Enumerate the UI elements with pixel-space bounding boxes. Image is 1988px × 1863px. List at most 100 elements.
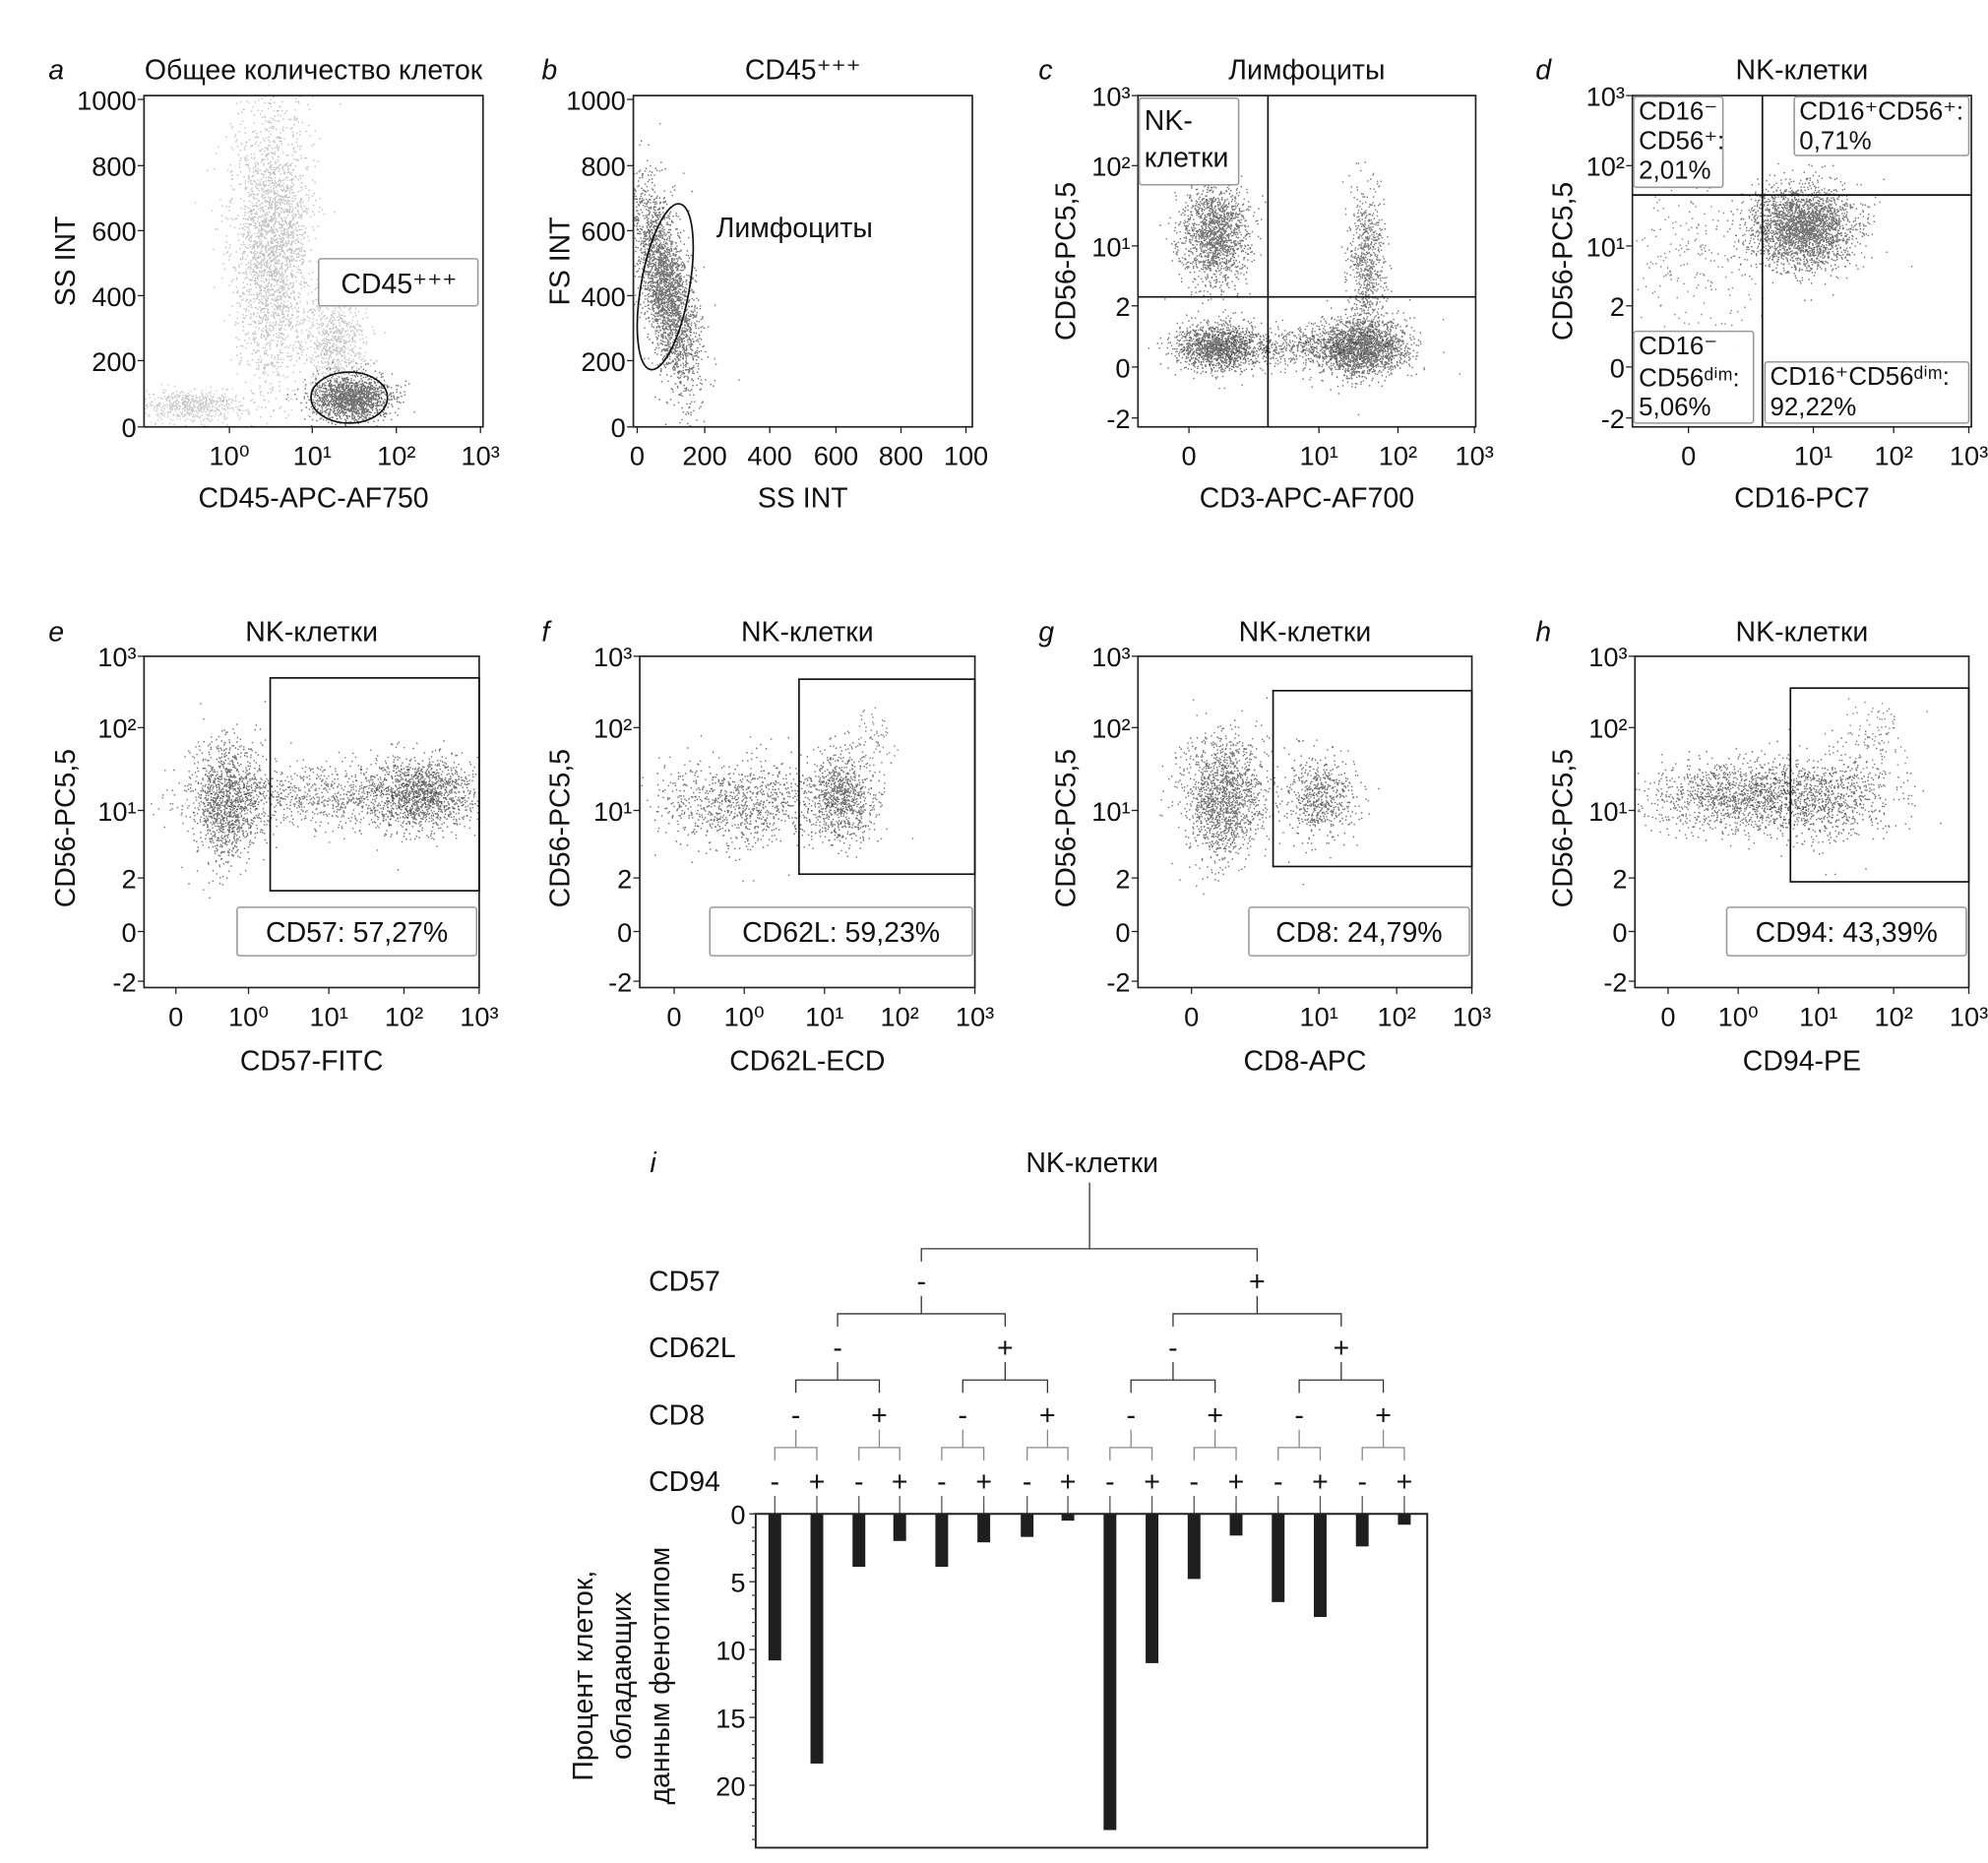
gate-label-box <box>1138 96 1240 186</box>
x-axis-label: SS INT <box>758 482 848 514</box>
x-tick-label: 10⁰ <box>724 1001 765 1031</box>
gate-percent-label: CD62L: 59,23% <box>742 917 940 949</box>
cell-event-cluster <box>633 122 740 427</box>
y-tick-label: 10² <box>593 714 632 744</box>
cell-event-cluster <box>794 730 914 858</box>
tree-branch <box>795 1362 881 1394</box>
tree-sign: - <box>1357 1466 1366 1498</box>
x-tick-label: 10⁰ <box>210 441 250 471</box>
quadrant-label-box <box>1633 330 1755 424</box>
tree-sign: + <box>975 1466 992 1498</box>
tree-sign: + <box>809 1466 826 1498</box>
y-tick-label: 10² <box>97 714 136 744</box>
x-axis-label: CD57-FITC <box>240 1046 384 1078</box>
y-axis-label: обладающих <box>606 1591 638 1760</box>
bar-CD57-CD62L-CD8-CD94+ <box>810 1514 824 1764</box>
tree-sign: - <box>1126 1400 1135 1432</box>
x-tick-label: 0 <box>1184 1001 1199 1031</box>
gate-label: CD45⁺⁺⁺ <box>341 269 457 300</box>
quadrant-label: CD16⁺CD56⁺: <box>1799 98 1963 126</box>
y-axis-label: SS INT <box>50 217 82 307</box>
tree-sign: - <box>771 1466 779 1498</box>
bar-CD57-CD62L+CD8+CD94- <box>1021 1514 1034 1537</box>
y-tick-label: 10³ <box>97 642 136 672</box>
cell-event-cluster <box>1265 739 1380 886</box>
y-tick-label: 200 <box>92 346 136 377</box>
y-tick-label: 200 <box>581 346 625 377</box>
x-axis-label: CD94-PE <box>1743 1046 1861 1078</box>
tree-branch <box>1193 1429 1237 1460</box>
y-tick-label: 600 <box>581 217 625 247</box>
tree-branch <box>858 1429 901 1460</box>
cell-event-cluster <box>1338 161 1393 416</box>
y-axis-label: данным фенотипом <box>645 1547 676 1805</box>
cell-event-cluster <box>145 384 263 427</box>
panel-letter: a <box>48 54 64 86</box>
tree-marker-label: CD57 <box>649 1267 720 1298</box>
tree-branch <box>1172 1295 1342 1327</box>
quadrant-label: CD56⁺: <box>1639 127 1724 155</box>
x-tick-label: 10¹ <box>1300 1001 1338 1031</box>
panel-letter: g <box>1038 616 1054 648</box>
y-axis-label: CD56-PC5,5 <box>1548 182 1580 341</box>
y-tick-label: 0 <box>617 917 632 948</box>
cell-event-cluster <box>1290 299 1461 395</box>
y-tick-label: 600 <box>92 217 136 247</box>
panel-title: NK-клетки <box>1736 54 1869 86</box>
x-tick-label: 10¹ <box>805 1001 843 1031</box>
y-tick-label: 800 <box>92 152 136 182</box>
panel-letter: e <box>48 616 64 648</box>
x-axis-label: CD62L-ECD <box>729 1046 885 1078</box>
y-tick-label: 0 <box>1115 352 1130 383</box>
y-tick-label: 20 <box>715 1770 745 1801</box>
y-tick-label: -2 <box>608 966 632 997</box>
x-tick-label: 10³ <box>956 1001 994 1031</box>
panel-title: NK-клетки <box>1239 616 1372 648</box>
tree-marker-label: CD62L <box>649 1333 736 1364</box>
x-tick-label: 10³ <box>460 1001 498 1031</box>
cell-event-cluster <box>194 95 342 428</box>
y-tick-label: 2 <box>1610 291 1625 322</box>
gate-rectangle <box>1789 687 1970 883</box>
bar-CD57-CD62L+CD8+CD94+ <box>1061 1514 1075 1521</box>
gate-label-box <box>317 258 479 307</box>
x-axis-label: CD16-PC7 <box>1734 482 1870 514</box>
y-tick-label: 10¹ <box>1091 231 1130 262</box>
tree-sign: - <box>959 1400 967 1432</box>
quadrant-label: 2,01% <box>1639 156 1710 184</box>
quadrant-label-box <box>1633 95 1724 189</box>
y-tick-label: 0 <box>121 412 136 443</box>
y-tick-label: -2 <box>1603 966 1627 997</box>
x-tick-label: 10² <box>1379 441 1417 471</box>
tree-sign: - <box>1168 1333 1177 1364</box>
tree-sign: - <box>854 1466 863 1498</box>
x-tick-label: 10¹ <box>1300 441 1338 471</box>
y-tick-label: 10³ <box>1091 81 1130 111</box>
panel-title: NK-клетки <box>741 616 874 648</box>
x-tick-label: 0 <box>1681 441 1696 471</box>
tree-sign: + <box>871 1400 888 1432</box>
cell-event-cluster <box>1159 697 1298 896</box>
y-tick-label: 0 <box>1612 917 1627 948</box>
tree-branch <box>837 1295 1006 1327</box>
panel-letter: f <box>541 616 552 648</box>
x-tick-label: 10² <box>881 1001 919 1031</box>
gate-percent-label: CD8: 24,79% <box>1275 917 1442 949</box>
y-axis-label: CD56-PC5,5 <box>1051 182 1083 341</box>
y-tick-label: 10³ <box>593 642 632 672</box>
x-tick-label: 10³ <box>1950 441 1988 471</box>
y-tick-label: 0 <box>730 1500 745 1530</box>
cell-event-cluster <box>341 740 479 871</box>
x-tick-label: 200 <box>682 441 726 471</box>
y-tick-label: 15 <box>715 1703 745 1733</box>
bar-CD57+CD62L+CD8-CD94+ <box>1313 1514 1327 1618</box>
y-axis-label: FS INT <box>545 217 577 305</box>
y-tick-label: 10² <box>1091 714 1130 744</box>
gate-label-box <box>236 906 478 957</box>
tree-marker-label: CD8 <box>649 1400 705 1432</box>
y-axis-label: CD56-PC5,5 <box>1548 749 1580 907</box>
quadrant-label: 5,06% <box>1639 394 1710 421</box>
gate-label-box <box>709 906 973 957</box>
gate-percent-label: CD57: 57,27% <box>266 917 448 949</box>
bar-CD57-CD62L-CD8+CD94- <box>852 1514 866 1568</box>
